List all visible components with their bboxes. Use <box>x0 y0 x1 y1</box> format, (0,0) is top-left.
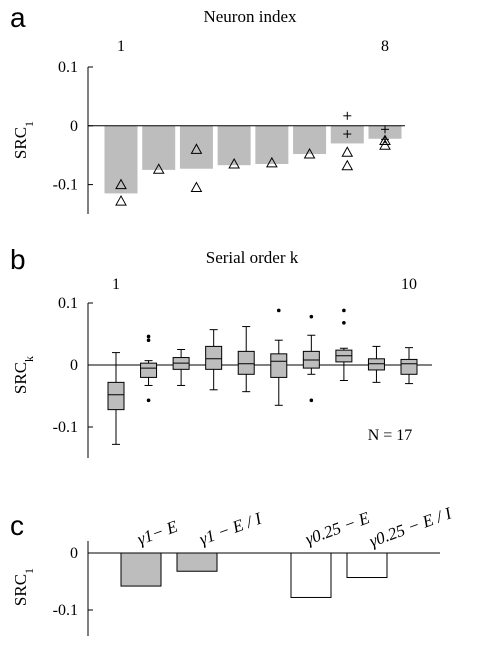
panel-b-box <box>140 334 158 403</box>
panel-b-outlier <box>276 308 281 313</box>
panel-b-y-tick-label: 0 <box>70 357 78 374</box>
panel-b-box <box>400 347 418 385</box>
panel-a-plus-marker <box>381 125 389 134</box>
panel-b-outlier <box>309 398 314 403</box>
panel-a-bars <box>104 125 402 194</box>
panel-c-bar <box>290 552 332 598</box>
panel-b-box-body <box>140 362 158 378</box>
panel-c-condition-label: γ1 − E / I <box>197 508 265 548</box>
panel-b-top-axis-title: Serial order k <box>206 248 299 267</box>
panel-a-y-tick-label: -0.1 <box>53 177 78 194</box>
panel-b-y-tick-label: 0.1 <box>58 295 78 312</box>
panel-c-bar <box>346 552 388 579</box>
panel-a-triangle-marker <box>341 159 354 171</box>
panel-b-box <box>205 329 223 391</box>
panel-a-top-tick-first: 1 <box>117 38 125 55</box>
panel-c: c SRC1 0 -0.1 γ1− E γ1 − E / I γ0.25 − Eγ0.… <box>10 503 455 636</box>
panel-a-top-axis-title: Neuron index <box>203 7 297 26</box>
panel-b-y-ticks: 0.1 0 -0.1 <box>53 295 93 436</box>
panel-b-outlier <box>342 321 346 325</box>
panel-b-y-tick-label: -0.1 <box>53 419 78 436</box>
panel-a-y-ticks: 0.1 0 -0.1 <box>53 59 93 194</box>
panel-b-y-axis-title: SRCk <box>11 356 36 394</box>
panel-c-condition-label: γ0.25 − E / I <box>367 503 455 551</box>
panel-b-top-tick-first: 1 <box>112 276 120 293</box>
panel-c-y-ticks: 0 -0.1 <box>53 545 93 619</box>
panel-b-box <box>237 326 255 393</box>
panel-b-outlier <box>146 398 151 403</box>
panel-b-box <box>172 349 190 386</box>
panel-b-outlier <box>309 314 314 319</box>
panel-a-triangle-marker <box>341 146 354 157</box>
panel-letter-b: b <box>10 244 26 275</box>
panel-a-triangle-marker <box>379 139 391 150</box>
panel-c-y-axis-title: SRC1 <box>11 568 36 606</box>
panel-c-y-tick-label: 0 <box>70 545 78 562</box>
panel-b: b Serial order k 1 10 SRCk 0.1 0 -0.1 N = … <box>10 244 432 458</box>
panel-a: a Neuron index 1 8 SRC1 0.1 0 -0.1 <box>10 2 405 214</box>
panel-a-bar <box>142 125 176 170</box>
panel-a-plus-marker <box>381 135 389 144</box>
panel-a-triangle-marker <box>303 147 316 159</box>
panel-a-triangle-marker <box>266 156 278 168</box>
panel-b-box-body <box>400 358 418 375</box>
panel-b-box-body <box>270 353 288 378</box>
panel-c-y-tick-label: -0.1 <box>53 602 78 619</box>
panel-c-bars <box>120 552 388 598</box>
panel-b-box <box>270 308 288 406</box>
panel-b-box-body <box>107 381 125 411</box>
panel-b-box-body <box>367 358 385 371</box>
panel-c-condition-label: γ0.25 − E <box>303 508 373 549</box>
panel-a-markers <box>115 111 391 206</box>
panel-c-bar <box>120 552 162 587</box>
panel-b-box <box>107 352 125 445</box>
panel-b-top-tick-last: 10 <box>401 276 417 293</box>
panel-a-triangle-marker <box>379 134 391 145</box>
panel-b-box-body <box>237 350 255 375</box>
panel-letter-a: a <box>10 2 26 33</box>
panel-a-y-tick-label: 0 <box>70 118 78 135</box>
panel-a-bar <box>179 125 213 169</box>
panel-a-y-axis-title: SRC1 <box>11 121 36 159</box>
panel-b-box-body <box>205 345 223 370</box>
panel-a-triangle-marker <box>152 163 165 174</box>
panel-a-top-tick-last: 8 <box>381 38 389 55</box>
panel-b-boxes <box>107 308 418 445</box>
panel-b-outlier <box>342 308 346 313</box>
panel-b-outlier <box>146 338 151 343</box>
panel-c-condition-labels: γ1− E γ1 − E / I γ0.25 − Eγ0.25 − E / I <box>135 503 455 551</box>
panel-a-plus-marker <box>343 130 352 139</box>
panel-c-condition-label: γ1− E <box>135 517 181 549</box>
panel-letter-c: c <box>10 510 24 541</box>
panel-a-bar <box>104 125 138 194</box>
panel-a-triangle-marker <box>115 178 127 190</box>
panel-a-triangle-marker <box>115 195 127 206</box>
panel-b-outlier <box>146 334 151 339</box>
panel-b-box <box>367 345 385 383</box>
panel-b-box <box>335 308 353 381</box>
panel-a-y-tick-label: 0.1 <box>58 59 78 76</box>
panel-c-bar <box>176 552 218 572</box>
panel-a-triangle-marker <box>190 181 203 193</box>
panel-b-sample-size-annotation: N = 17 <box>368 427 413 444</box>
panel-a-triangle-marker <box>228 157 240 169</box>
panel-b-box <box>302 314 320 403</box>
panel-a-triangle-marker <box>190 143 203 154</box>
panel-a-plus-marker <box>343 111 352 120</box>
